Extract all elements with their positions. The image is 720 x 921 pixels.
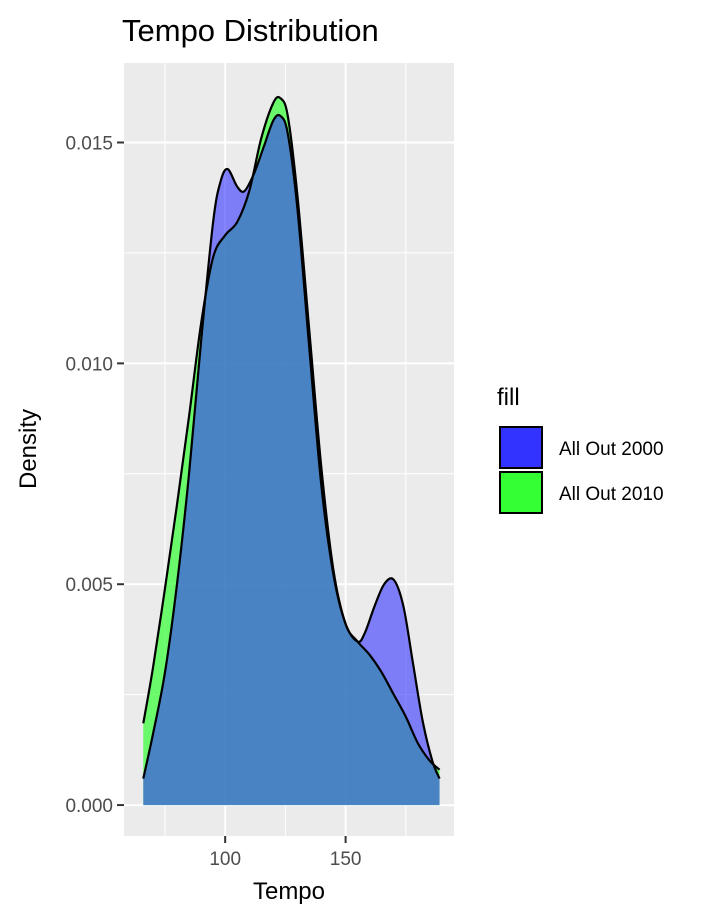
legend-label-all-out-2000: All Out 2000	[559, 439, 664, 460]
axes: 100 150 0.000 0.005 0.010 0.015	[65, 134, 361, 870]
y-tick-label: 0.015	[65, 134, 113, 155]
density-line-all-out-2010	[142, 95, 441, 771]
legend-title: fill	[497, 384, 520, 411]
legend-items: All Out 2000 All Out 2010	[499, 426, 664, 514]
x-tick-label: 100	[209, 849, 241, 870]
density-lines	[142, 95, 441, 780]
legend-key-all-out-2000	[499, 426, 543, 469]
x-tick-label: 150	[330, 849, 362, 870]
y-tick-label: 0.000	[65, 796, 113, 817]
legend: fill All Out 2000 All Out 2010	[497, 384, 664, 514]
x-axis-title: Tempo	[253, 878, 325, 905]
y-tick-label: 0.010	[65, 354, 113, 375]
legend-key-all-out-2010	[499, 471, 543, 514]
y-axis-title: Density	[15, 409, 42, 489]
y-tick-label: 0.005	[65, 575, 113, 596]
legend-label-all-out-2010: All Out 2010	[559, 484, 664, 505]
chart-title: Tempo Distribution	[122, 13, 379, 48]
density-line-all-out-2000	[142, 113, 441, 780]
